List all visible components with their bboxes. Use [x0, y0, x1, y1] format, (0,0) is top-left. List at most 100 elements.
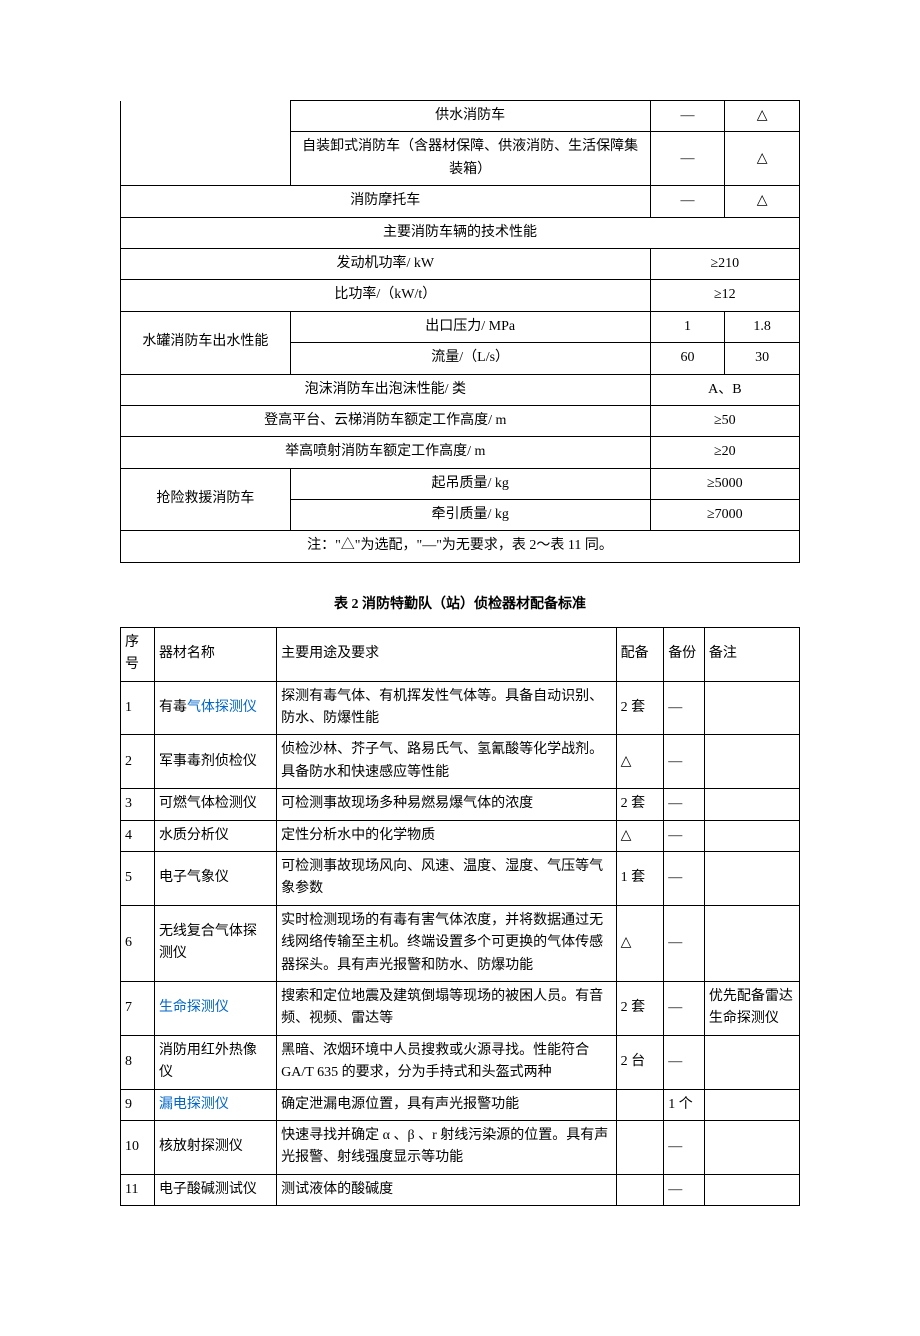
- cell-note: [704, 735, 799, 789]
- cell-note: [704, 1089, 799, 1120]
- cell-note: [704, 789, 799, 820]
- cell-desc: 实时检测现场的有毒有害气体浓度，并将数据通过无线网络传输至主机。终端设置多个可更…: [277, 905, 617, 981]
- cell-note: 优先配备雷达 生命探测仪: [704, 981, 799, 1035]
- cell: ≥5000: [650, 468, 799, 499]
- cell-name: 无线复合气体探测仪: [154, 905, 276, 981]
- cell-seq: 9: [121, 1089, 155, 1120]
- cell-seq: 5: [121, 851, 155, 905]
- cell: 自装卸式消防车（含器材保障、供液消防、生活保障集装箱）: [290, 132, 650, 186]
- col-seq: 序号: [121, 627, 155, 681]
- cell-name: 电子气象仪: [154, 851, 276, 905]
- cell-name: 有毒气体探测仪: [154, 681, 276, 735]
- cell: —: [650, 132, 725, 186]
- cell-qty: 2 套: [616, 981, 664, 1035]
- cell: 泡沫消防车出泡沫性能/ 类: [121, 374, 651, 405]
- cell-qty: [616, 1089, 664, 1120]
- cell: △: [725, 186, 800, 217]
- cell-desc: 探测有毒气体、有机挥发性气体等。具备自动识别、防水、防爆性能: [277, 681, 617, 735]
- cell: 抢险救援消防车: [121, 468, 291, 531]
- cell-seq: 11: [121, 1174, 155, 1205]
- cell-backup: —: [664, 735, 705, 789]
- cell-backup: —: [664, 789, 705, 820]
- cell-name: 漏电探测仪: [154, 1089, 276, 1120]
- cell-seq: 8: [121, 1035, 155, 1089]
- cell: △: [725, 132, 800, 186]
- cell-desc: 搜索和定位地震及建筑倒塌等现场的被困人员。有音频、视频、雷达等: [277, 981, 617, 1035]
- equipment-link[interactable]: 漏电探测仪: [159, 1097, 229, 1112]
- cell-qty: 2 套: [616, 789, 664, 820]
- cell: ≥12: [650, 280, 799, 311]
- cell-note: [704, 1174, 799, 1205]
- cell-backup: —: [664, 851, 705, 905]
- table-row: 供水消防车 — △: [121, 101, 800, 132]
- cell-note: [704, 905, 799, 981]
- table-row: 主要消防车辆的技术性能: [121, 217, 800, 248]
- equipment-link[interactable]: 生命探测仪: [159, 1000, 229, 1015]
- cell-desc: 测试液体的酸碱度: [277, 1174, 617, 1205]
- cell-name: 可燃气体检测仪: [154, 789, 276, 820]
- cell: 发动机功率/ kW: [121, 248, 651, 279]
- cell: 消防摩托车: [121, 186, 651, 217]
- table-row: 6无线复合气体探测仪实时检测现场的有毒有害气体浓度，并将数据通过无线网络传输至主…: [121, 905, 800, 981]
- col-desc: 主要用途及要求: [277, 627, 617, 681]
- table-row: 举高喷射消防车额定工作高度/ m ≥20: [121, 437, 800, 468]
- cell-desc: 确定泄漏电源位置，具有声光报警功能: [277, 1089, 617, 1120]
- cell: 供水消防车: [290, 101, 650, 132]
- cell: 牵引质量/ kg: [290, 500, 650, 531]
- cell-backup: —: [664, 820, 705, 851]
- cell-qty: △: [616, 735, 664, 789]
- cell: △: [725, 101, 800, 132]
- cell: 登高平台、云梯消防车额定工作高度/ m: [121, 405, 651, 436]
- table-row: 泡沫消防车出泡沫性能/ 类 A、B: [121, 374, 800, 405]
- cell-qty: 1 套: [616, 851, 664, 905]
- cell-desc: 侦检沙林、芥子气、路易氏气、氢氰酸等化学战剂。具备防水和快速感应等性能: [277, 735, 617, 789]
- cell: 流量/（L/s）: [290, 343, 650, 374]
- cell-seq: 2: [121, 735, 155, 789]
- cell-name: 军事毒剂侦检仪: [154, 735, 276, 789]
- cell-desc: 可检测事故现场风向、风速、温度、湿度、气压等气象参数: [277, 851, 617, 905]
- table2-caption: 表 2 消防特勤队（站）侦检器材配备标准: [120, 593, 800, 613]
- table-row: 水罐消防车出水性能 出口压力/ MPa 1 1.8: [121, 311, 800, 342]
- cell-name: 水质分析仪: [154, 820, 276, 851]
- table-row: 登高平台、云梯消防车额定工作高度/ m ≥50: [121, 405, 800, 436]
- table-row: 10核放射探测仪快速寻找并确定 α 、β 、r 射线污染源的位置。具有声光报警、…: [121, 1120, 800, 1174]
- col-name: 器材名称: [154, 627, 276, 681]
- vehicle-spec-table: 供水消防车 — △ 自装卸式消防车（含器材保障、供液消防、生活保障集装箱） — …: [120, 100, 800, 563]
- cell-note: [704, 851, 799, 905]
- cell-seq: 10: [121, 1120, 155, 1174]
- cell: 1.8: [725, 311, 800, 342]
- cell-seq: 3: [121, 789, 155, 820]
- cell: 出口压力/ MPa: [290, 311, 650, 342]
- col-note: 备注: [704, 627, 799, 681]
- cell: 水罐消防车出水性能: [121, 311, 291, 374]
- cell: 起吊质量/ kg: [290, 468, 650, 499]
- cell: 60: [650, 343, 725, 374]
- cell: ≥20: [650, 437, 799, 468]
- cell-name: 电子酸碱测试仪: [154, 1174, 276, 1205]
- cell-empty: [121, 101, 291, 186]
- cell: ≥7000: [650, 500, 799, 531]
- table-row: 5电子气象仪可检测事故现场风向、风速、温度、湿度、气压等气象参数1 套—: [121, 851, 800, 905]
- cell-qty: 2 台: [616, 1035, 664, 1089]
- table-row: 1有毒气体探测仪探测有毒气体、有机挥发性气体等。具备自动识别、防水、防爆性能2 …: [121, 681, 800, 735]
- cell-qty: △: [616, 820, 664, 851]
- table-row: 8消防用红外热像仪黑暗、浓烟环境中人员搜救或火源寻找。性能符合GA/T 635 …: [121, 1035, 800, 1089]
- table-row: 抢险救援消防车 起吊质量/ kg ≥5000: [121, 468, 800, 499]
- cell-qty: △: [616, 905, 664, 981]
- cell-backup: —: [664, 905, 705, 981]
- cell: ≥210: [650, 248, 799, 279]
- cell-qty: 2 套: [616, 681, 664, 735]
- cell-backup: 1 个: [664, 1089, 705, 1120]
- table-row: 7生命探测仪搜索和定位地震及建筑倒塌等现场的被困人员。有音频、视频、雷达等2 套…: [121, 981, 800, 1035]
- table-row: 2军事毒剂侦检仪侦检沙林、芥子气、路易氏气、氢氰酸等化学战剂。具备防水和快速感应…: [121, 735, 800, 789]
- table-row: 比功率/（kW/t） ≥12: [121, 280, 800, 311]
- cell-desc: 定性分析水中的化学物质: [277, 820, 617, 851]
- cell-name: 核放射探测仪: [154, 1120, 276, 1174]
- table-row: 9 漏电探测仪 确定泄漏电源位置，具有声光报警功能 1 个: [121, 1089, 800, 1120]
- table-row: 11电子酸碱测试仪测试液体的酸碱度—: [121, 1174, 800, 1205]
- cell: 比功率/（kW/t）: [121, 280, 651, 311]
- col-qty: 配备: [616, 627, 664, 681]
- equipment-link[interactable]: 气体探测仪: [187, 700, 257, 715]
- cell-name: 消防用红外热像仪: [154, 1035, 276, 1089]
- cell-desc: 快速寻找并确定 α 、β 、r 射线污染源的位置。具有声光报警、射线强度显示等功…: [277, 1120, 617, 1174]
